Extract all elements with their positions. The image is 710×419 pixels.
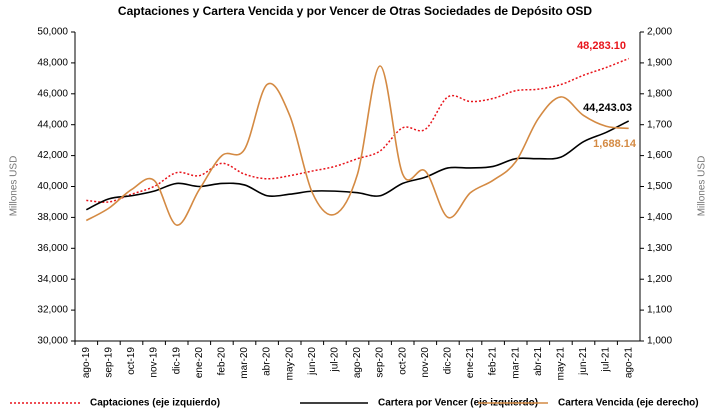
- x-tick-label: ago-21: [623, 347, 634, 379]
- y2-tick-label: 1,200: [647, 274, 672, 285]
- legend-label: Cartera por Vencer (eje izquierdo): [378, 398, 538, 409]
- x-tick-label: abr-20: [262, 347, 273, 376]
- y-tick-label: 34,000: [37, 274, 68, 285]
- value-label: 1,688.14: [593, 138, 637, 150]
- series-line: [85, 65, 629, 226]
- y-tick-label: 48,000: [37, 58, 68, 69]
- x-tick-label: oct-19: [126, 347, 137, 375]
- y-tick-label: 32,000: [37, 305, 68, 316]
- y-tick-label: 36,000: [37, 243, 68, 254]
- y2-tick-label: 1,400: [647, 212, 672, 223]
- y-tick-label: 50,000: [37, 27, 68, 38]
- x-tick-label: ago-19: [81, 347, 92, 379]
- x-tick-label: feb-20: [217, 347, 228, 376]
- y-tick-label: 46,000: [37, 88, 68, 99]
- series-line: [86, 57, 629, 203]
- y-tick-label: 44,000: [37, 119, 68, 130]
- x-tick-label: feb-21: [488, 347, 499, 376]
- y-axis-title: Millones USD: [9, 156, 20, 217]
- x-tick-label: ago-20: [352, 347, 363, 379]
- x-tick-label: mar-21: [510, 347, 521, 379]
- y-tick-label: 38,000: [37, 212, 68, 223]
- x-tick-label: oct-20: [397, 347, 408, 375]
- y2-tick-label: 1,600: [647, 150, 672, 161]
- y2-tick-label: 1,300: [647, 243, 672, 254]
- x-tick-label: jun-21: [578, 347, 589, 376]
- x-tick-label: jul-21: [601, 347, 612, 373]
- chart-title: Captaciones y Cartera Vencida y por Venc…: [118, 4, 593, 18]
- x-tick-label: nov-20: [420, 347, 431, 378]
- y-tick-label: 42,000: [37, 150, 68, 161]
- value-label: 44,243.03: [583, 102, 632, 114]
- y2-axis-title: Millones USD: [697, 156, 708, 217]
- y2-tick-label: 1,000: [647, 336, 672, 347]
- y-tick-label: 40,000: [37, 181, 68, 192]
- x-tick-label: ene-20: [194, 347, 205, 379]
- x-tick-label: sep-20: [375, 347, 386, 378]
- y2-tick-label: 1,500: [647, 181, 672, 192]
- x-tick-label: nov-19: [149, 347, 160, 378]
- y2-tick-label: 1,900: [647, 58, 672, 69]
- x-tick-label: may-20: [284, 347, 295, 381]
- series-line: [85, 120, 630, 211]
- y2-tick-label: 1,100: [647, 305, 672, 316]
- x-tick-label: dic-19: [171, 347, 182, 375]
- y2-tick-label: 2,000: [647, 27, 672, 38]
- x-tick-label: abr-21: [533, 347, 544, 376]
- legend-label: Cartera Vencida (eje derecho): [558, 398, 699, 409]
- x-tick-label: mar-20: [239, 347, 250, 379]
- y-tick-label: 30,000: [37, 336, 68, 347]
- x-tick-label: may-21: [556, 347, 567, 381]
- value-label: 48,283.10: [577, 40, 626, 52]
- x-tick-label: jun-20: [307, 347, 318, 376]
- x-tick-label: dic-20: [443, 347, 454, 375]
- x-tick-label: ene-21: [465, 347, 476, 379]
- y2-tick-label: 1,800: [647, 88, 672, 99]
- x-tick-label: sep-19: [104, 347, 115, 378]
- x-tick-label: jul-20: [330, 347, 341, 373]
- y2-tick-label: 1,700: [647, 119, 672, 130]
- legend-label: Captaciones (eje izquierdo): [90, 398, 220, 409]
